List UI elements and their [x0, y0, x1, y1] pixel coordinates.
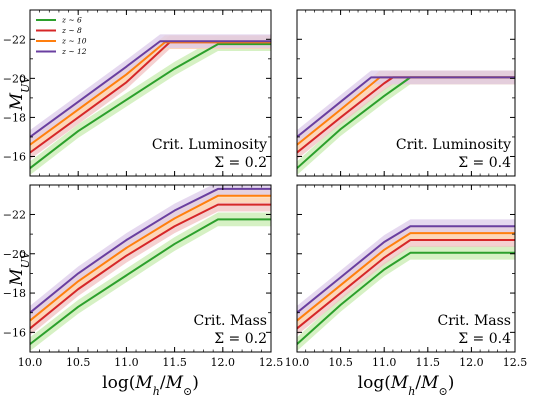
band-z-8 [297, 233, 515, 336]
panel-annotation-title: Crit. Mass [438, 313, 511, 329]
axes-frame [29, 184, 272, 353]
band-z-8 [30, 197, 271, 336]
panel-annotation-sigma: Σ = 0.4 [458, 155, 511, 171]
y-tick-label: −22 [3, 208, 26, 221]
x-tick-label: 12.5 [503, 356, 528, 369]
panel-crit-mass-sigma-0-4: 10.0 10.5 11.0 11.5 12.0 12.5 Crit. Mass Σ = 0.… [285, 184, 528, 398]
x-tick-label: 10.5 [66, 356, 91, 369]
panel-crit-luminosity-sigma-0-4: Crit. Luminosity Σ = 0.4 [296, 9, 516, 177]
panel-annotation-title: Crit. Luminosity [396, 137, 511, 153]
y-tick-label: −20 [3, 248, 26, 261]
plot-area [297, 219, 515, 352]
y-axis-label: MUV [7, 250, 32, 287]
x-tick-label: 11.5 [162, 356, 187, 369]
panel-annotation-sigma: Σ = 0.2 [214, 155, 267, 171]
plot-area [30, 34, 271, 176]
series-line-z-10 [297, 232, 515, 322]
axes-frame [296, 184, 516, 353]
x-axis-label: log(Mh/M⊙) [102, 373, 199, 398]
series-line-z-10 [30, 194, 271, 322]
x-tick-label: 10.0 [18, 356, 43, 369]
plot-area [297, 70, 515, 176]
axes-frame [296, 9, 516, 177]
legend-entry: z ~ 10 [61, 37, 87, 46]
panel-annotation-title: Crit. Luminosity [152, 137, 267, 153]
panel-annotation-title: Crit. Mass [194, 313, 267, 329]
legend: z ~ 6z ~ 8 z ~ 10z ~ 12 [36, 16, 87, 56]
series-line-z-6 [30, 43, 271, 169]
panel-annotation-sigma: Σ = 0.2 [214, 331, 267, 347]
series-line-z-6 [30, 218, 271, 345]
x-tick-label: 12.0 [211, 356, 236, 369]
legend-entry: z ~ 8 [61, 26, 82, 35]
y-axis-label: MUV [7, 75, 32, 112]
x-tick-label: 11.0 [114, 356, 139, 369]
y-tick-label: −22 [3, 33, 26, 46]
panel-annotation-sigma: Σ = 0.4 [458, 331, 511, 347]
x-tick-label: 10.5 [328, 356, 353, 369]
band-z-10 [297, 226, 515, 328]
panel-crit-mass-sigma-0-2: −16 −18 −20 −22 10.0 10.5 11.0 11.5 12.0 12.5 Crit… [3, 184, 284, 398]
plot-area [30, 185, 271, 352]
x-tick-label: 12.0 [459, 356, 484, 369]
series-line-z-6 [297, 251, 515, 345]
x-tick-label: 11.5 [416, 356, 441, 369]
y-tick-label: −18 [3, 287, 26, 300]
y-tick-label: −16 [3, 150, 26, 163]
axes-frame [29, 9, 272, 177]
x-tick-label: 10.0 [285, 356, 310, 369]
series-line-z-12 [297, 225, 515, 314]
series-line-z-8 [297, 239, 515, 330]
band-z-12 [30, 34, 271, 144]
y-tick-label: −18 [3, 111, 26, 124]
x-axis-label: log(Mh/M⊙) [358, 373, 455, 398]
legend-entry: z ~ 12 [61, 47, 87, 56]
legend-entry: z ~ 6 [61, 16, 82, 25]
y-tick-label: −20 [3, 72, 26, 85]
x-tick-label: 12.5 [259, 356, 284, 369]
series-line-z-12 [30, 187, 271, 314]
series-line-z-8 [30, 203, 271, 330]
x-tick-label: 11.0 [372, 356, 397, 369]
series-line-z-12 [30, 40, 271, 138]
band-z-12 [297, 70, 515, 144]
series-line-z-12 [297, 76, 515, 138]
band-z-12 [297, 219, 515, 320]
y-tick-label: −16 [3, 326, 26, 339]
